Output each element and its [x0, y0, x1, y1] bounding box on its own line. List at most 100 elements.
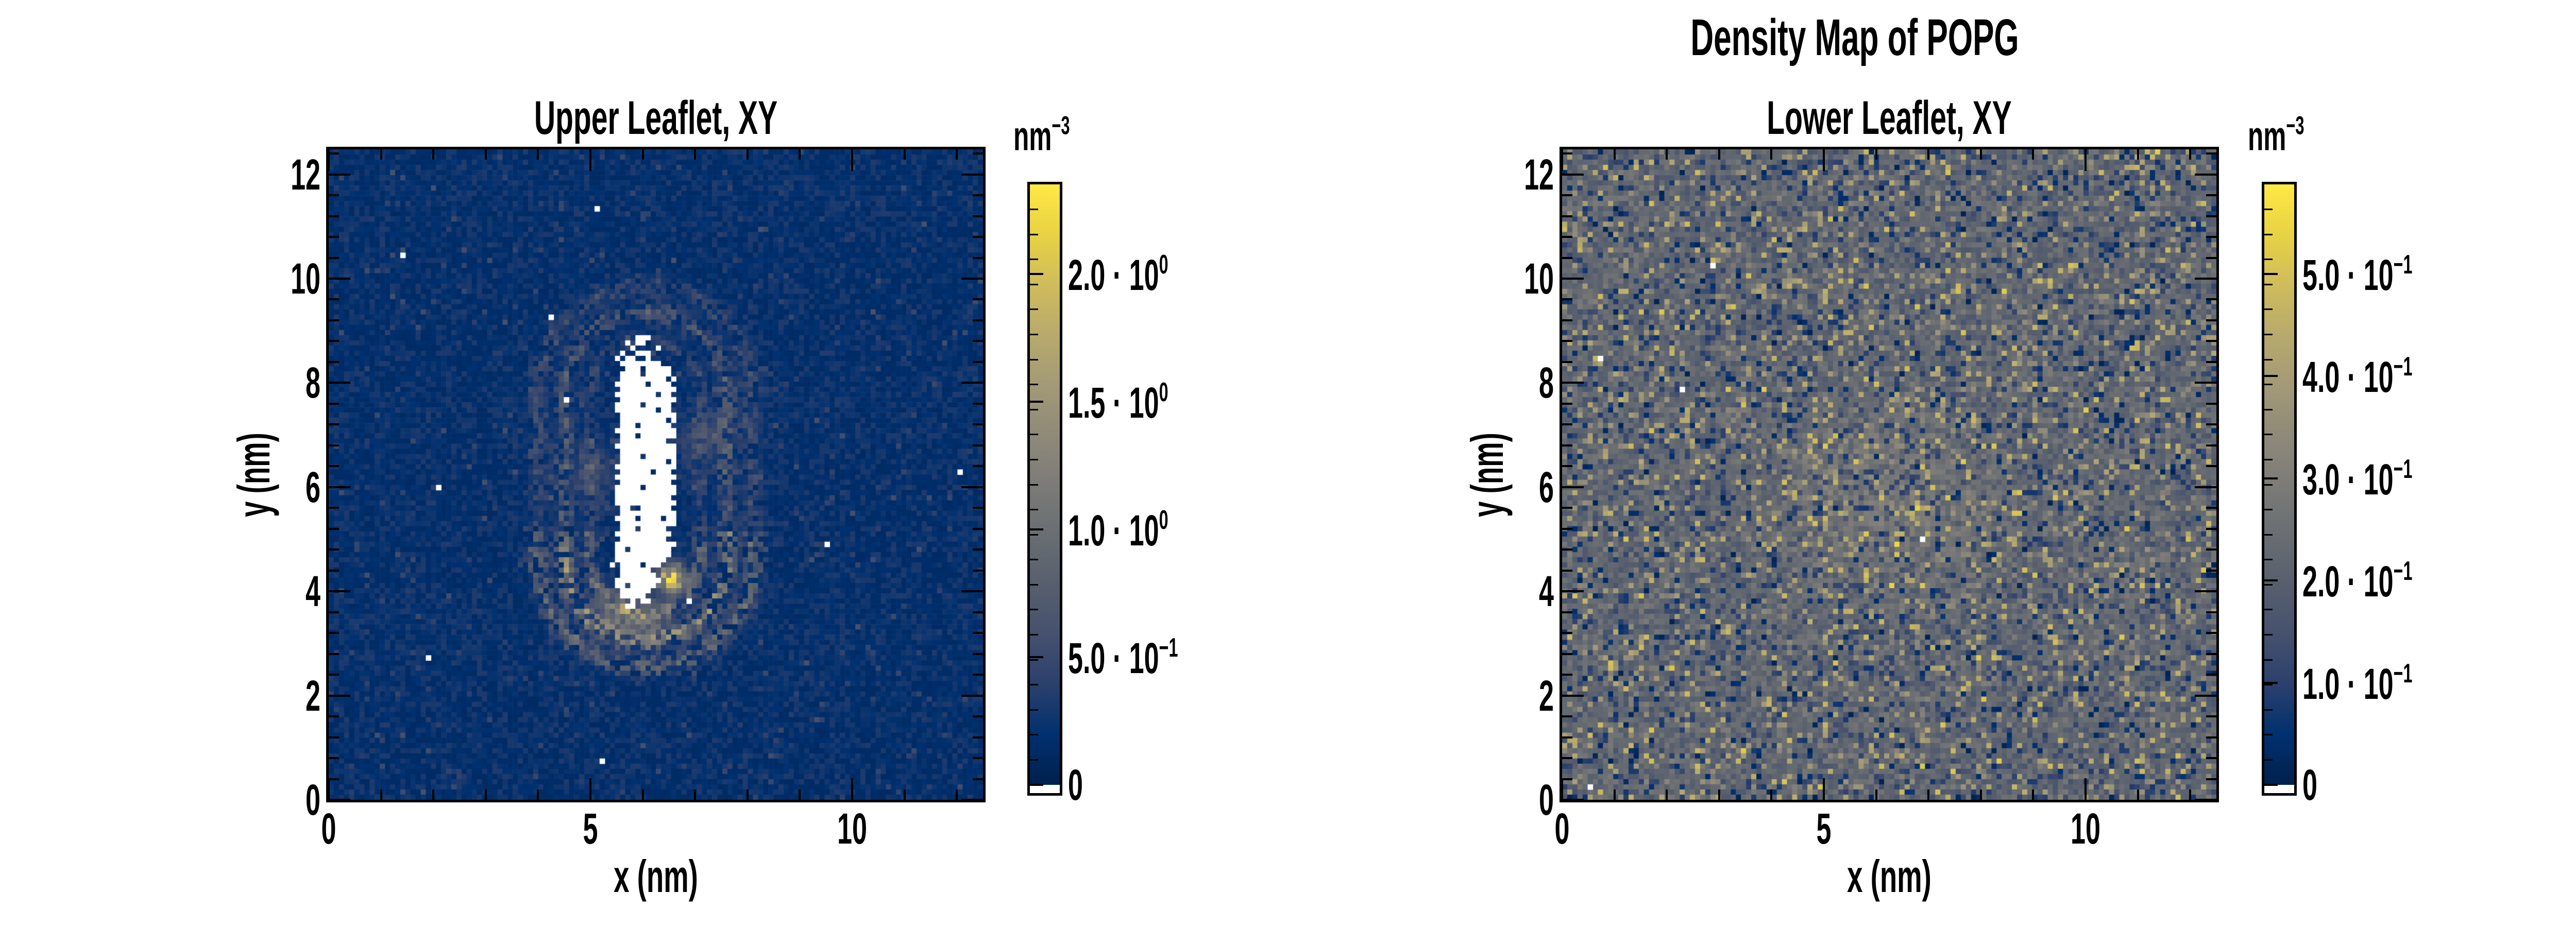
y-minor-tick-right [2206, 653, 2216, 655]
y-tick-label-text: 8 [306, 358, 320, 407]
y-minor-tick-right [973, 215, 983, 217]
y-major-tick [329, 799, 350, 801]
x-tick-label: 10 [2071, 807, 2133, 850]
y-minor-tick-right [973, 465, 983, 468]
y-tick-label: 8 [1539, 361, 1578, 426]
y-minor-tick-right [2206, 360, 2216, 363]
colorbar-minor-tick [1030, 709, 1038, 711]
x-minor-tick [2137, 789, 2139, 800]
y-tick-label-text: 0 [306, 776, 320, 824]
x-minor-tick-top [799, 149, 801, 160]
y-minor-tick-right [2206, 402, 2216, 405]
y-minor-tick [1562, 444, 1572, 447]
colorbar-minor-tick [1030, 484, 1038, 486]
x-minor-tick [1979, 789, 1982, 800]
y-major-tick [329, 382, 350, 384]
colorbar-tick-label: 5.0 · 10−1 [2302, 251, 2480, 319]
x-minor-tick [799, 789, 801, 800]
y-minor-tick [329, 465, 339, 468]
x-minor-tick [2189, 789, 2192, 800]
y-major-tick [1562, 382, 1584, 384]
y-minor-tick-right [2206, 340, 2216, 342]
x-minor-tick-top [694, 149, 697, 160]
y-minor-tick-right [2206, 674, 2216, 676]
y-tick-label-text: 4 [1539, 567, 1554, 616]
colorbar-tick-label: 0 [1068, 763, 1092, 828]
y-minor-tick-right [2206, 548, 2216, 551]
x-major-tick-top [851, 149, 853, 171]
colorbar-minor-tick [2264, 559, 2273, 561]
y-minor-tick [329, 548, 339, 551]
y-tick-label: 10 [291, 257, 368, 322]
colorbar-minor-tick [1030, 408, 1038, 410]
x-major-tick-top [589, 149, 591, 171]
y-minor-tick-right [973, 236, 983, 238]
x-major-tick-top [328, 149, 330, 171]
y-minor-tick [1562, 527, 1572, 530]
y-minor-tick [329, 236, 339, 238]
y-minor-tick [329, 215, 339, 217]
colorbar-minor-tick [2264, 609, 2273, 611]
colorbar-minor-tick [1030, 308, 1038, 311]
x-tick-label-text: 10 [2071, 804, 2100, 853]
y-major-tick-right [2195, 486, 2216, 488]
colorbar-minor-tick [1030, 233, 1038, 235]
y-minor-tick [1562, 402, 1572, 405]
y-minor-tick [1562, 319, 1572, 321]
colorbar-major-tick [2264, 579, 2278, 582]
x-minor-tick-top [1927, 149, 1930, 160]
x-major-tick-top [1561, 149, 1563, 171]
x-major-tick-top [1823, 149, 1825, 171]
x-minor-tick [432, 789, 435, 800]
y-minor-tick [1562, 236, 1572, 238]
colorbar-minor-tick [2264, 634, 2273, 636]
y-minor-tick-right [2206, 152, 2216, 155]
colorbar-under-strip [1030, 785, 1060, 793]
y-tick-label: 0 [1539, 778, 1578, 843]
colorbar-tick-label: 1.0 · 100 [1068, 507, 1230, 575]
colorbar-tick-label-text: 1.5 · 100 [1068, 377, 1168, 427]
y-tick-label: 12 [291, 153, 368, 218]
y-minor-tick [329, 674, 339, 676]
y-minor-tick [329, 527, 339, 530]
y-tick-label: 10 [1524, 257, 1602, 322]
lower-leaflet-plot-frame [1560, 147, 2219, 802]
y-minor-tick-right [2206, 611, 2216, 613]
y-minor-tick-right [973, 256, 983, 259]
colorbar-minor-tick [2264, 384, 2273, 386]
y-minor-tick-right [973, 152, 983, 155]
panel-title-text: Upper Leaflet, XY [534, 92, 778, 144]
x-minor-tick-top [537, 149, 539, 160]
x-major-tick [328, 778, 330, 800]
x-tick-label-text: 0 [321, 804, 336, 853]
colorbar-major-tick [2264, 375, 2278, 377]
y-minor-tick [1562, 757, 1572, 760]
y-minor-tick [1562, 632, 1572, 634]
colorbar-minor-tick [1030, 634, 1038, 636]
y-major-tick-right [961, 173, 983, 176]
colorbar-minor-tick [1030, 358, 1038, 360]
y-tick-label: 12 [1524, 153, 1602, 218]
colorbar-tick-label: 2.0 · 100 [1068, 251, 1230, 319]
y-tick-label: 0 [306, 778, 345, 843]
colorbar-tick-label-text: 2.0 · 100 [1068, 249, 1168, 299]
y-minor-tick [329, 194, 339, 197]
y-minor-tick [329, 298, 339, 301]
colorbar-minor-tick [1030, 534, 1038, 536]
colorbar-minor-tick [1030, 609, 1038, 611]
y-minor-tick [329, 256, 339, 259]
y-major-tick [1562, 799, 1584, 801]
x-tick-label: 5 [1817, 807, 1848, 850]
exponent: −1 [2393, 351, 2413, 382]
y-tick-label: 2 [306, 674, 345, 739]
x-minor-tick-top [1979, 149, 1982, 160]
colorbar-tick-label-text: 3.0 · 10−1 [2302, 454, 2413, 504]
x-minor-tick [1770, 789, 1773, 800]
x-minor-tick [1875, 789, 1877, 800]
y-minor-tick [1562, 215, 1572, 217]
x-minor-tick-top [1613, 149, 1616, 160]
colorbar-minor-tick [2264, 233, 2273, 235]
y-major-tick-right [961, 799, 983, 801]
x-minor-tick-top [903, 149, 906, 160]
y-minor-tick [1562, 653, 1572, 655]
